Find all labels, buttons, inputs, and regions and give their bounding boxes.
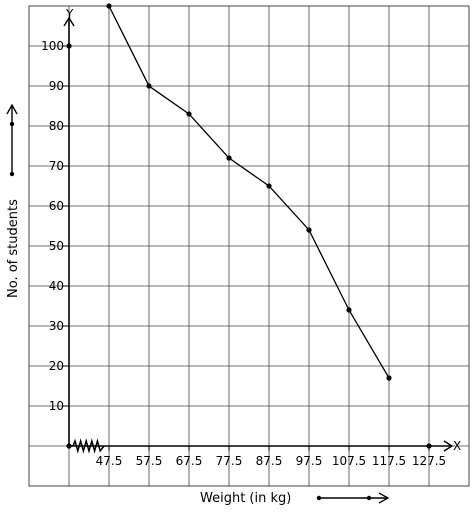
y-title-arrowhead [6, 103, 18, 115]
y-tick-label: 20 [49, 359, 64, 373]
x-tick-label: 127.5 [412, 454, 446, 468]
x-title-arrowhead [378, 492, 390, 504]
grid [28, 5, 470, 487]
x-tick-label: 107.5 [332, 454, 366, 468]
y-tick-label: 10 [49, 399, 64, 413]
x-tick-label: 77.5 [216, 454, 243, 468]
y-axis-arrowhead [63, 16, 75, 27]
y-tick-label: 100 [41, 39, 64, 53]
y-tick-label: 70 [49, 159, 64, 173]
x-tick-label: 47.5 [96, 454, 123, 468]
axis-break-zigzag [72, 438, 105, 454]
data-point [106, 3, 112, 9]
axes [63, 16, 454, 454]
data-point [226, 155, 232, 161]
axis-decorations [6, 103, 390, 504]
tick-labels: 47.5 57.5 67.5 77.5 87.5 97.5 107.5 117.5 127.5 1… [41, 39, 446, 468]
data-point [346, 307, 352, 313]
origin-point [66, 443, 72, 449]
data-point [386, 375, 392, 381]
y-tick-label: 30 [49, 319, 64, 333]
x-tick-label: 87.5 [256, 454, 283, 468]
x-tick-label: 97.5 [296, 454, 323, 468]
y-title-arrow-dot [9, 171, 15, 177]
x-title-arrow-dot [366, 495, 372, 501]
y-title-arrow-dot [9, 121, 15, 127]
y-axis-title: No. of students [6, 199, 21, 298]
x-tick-label: 67.5 [176, 454, 203, 468]
x-axis-title: Weight (in kg) [200, 491, 291, 506]
series-line [108, 5, 390, 379]
data-point [146, 83, 152, 89]
x-title-arrow-dot [316, 495, 322, 501]
data-point [306, 227, 312, 233]
x-tick-label: 57.5 [136, 454, 163, 468]
y-tick-label: 40 [49, 279, 64, 293]
data-point [266, 183, 272, 189]
data-point [186, 111, 192, 117]
y-tick-label: 60 [49, 199, 64, 213]
y-tick-label: 90 [49, 79, 64, 93]
y-tick-label: 80 [49, 119, 64, 133]
x-axis-letter: X [453, 439, 461, 453]
y-axis-letter: Y [65, 7, 74, 21]
y-tick-label: 50 [49, 239, 64, 253]
data-series [106, 3, 392, 381]
x-tick-label: 117.5 [372, 454, 406, 468]
x-axis-arrowhead [443, 440, 454, 452]
